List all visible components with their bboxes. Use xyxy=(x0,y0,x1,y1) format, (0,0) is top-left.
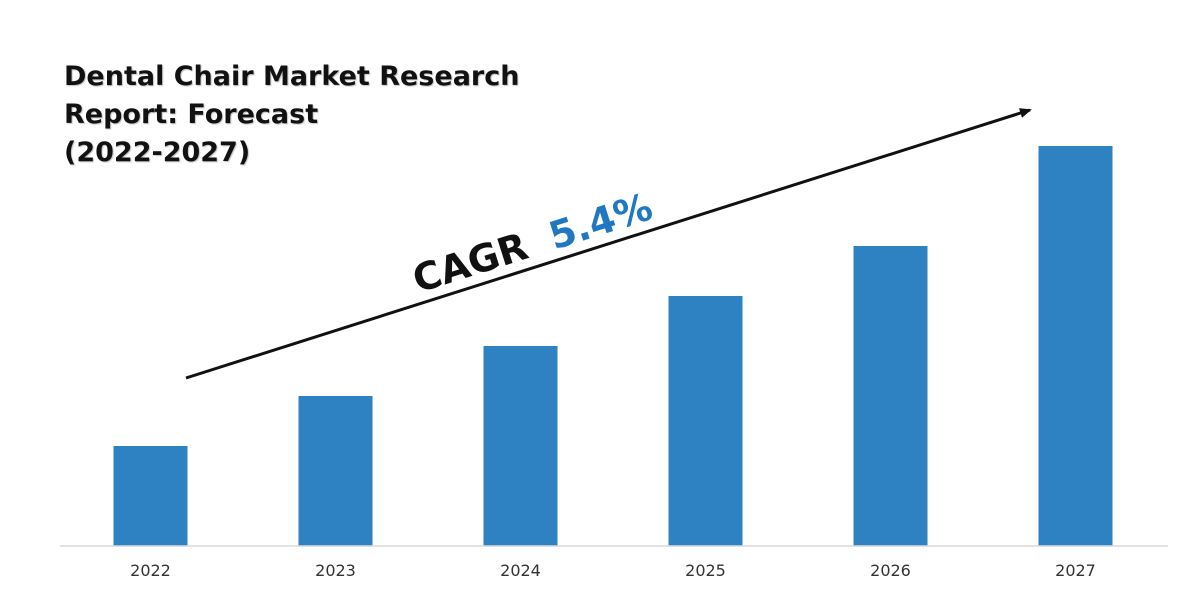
x-tick-label-2025: 2025 xyxy=(685,561,726,580)
bar-2024 xyxy=(483,346,558,546)
x-tick-label-2024: 2024 xyxy=(500,561,541,580)
cagr-prefix: CAGR xyxy=(407,224,533,302)
bar-2025 xyxy=(668,296,743,546)
chart-title-line-2: Report: Forecast xyxy=(64,99,319,130)
bar-2022 xyxy=(113,446,188,546)
x-tick-label-2027: 2027 xyxy=(1055,561,1096,580)
bar-2023 xyxy=(298,396,373,546)
chart-title-line-3: (2022-2027) xyxy=(64,137,251,168)
x-tick-label-2023: 2023 xyxy=(315,561,356,580)
chart-title-line-1: Dental Chair Market Research xyxy=(64,61,520,92)
tick-labels: 2022 2023 2024 2025 2026 2027 xyxy=(130,561,1096,580)
chart-title: Dental Chair Market Research Report: For… xyxy=(64,58,534,172)
bar-2026 xyxy=(853,246,928,546)
bars-layer xyxy=(113,146,1113,546)
trend-arrow xyxy=(185,108,1032,380)
bar-2027 xyxy=(1038,146,1113,546)
x-tick-label-2022: 2022 xyxy=(130,561,171,580)
cagr-annotation: CAGR 5.4% xyxy=(407,185,657,302)
x-tick-label-2026: 2026 xyxy=(870,561,911,580)
